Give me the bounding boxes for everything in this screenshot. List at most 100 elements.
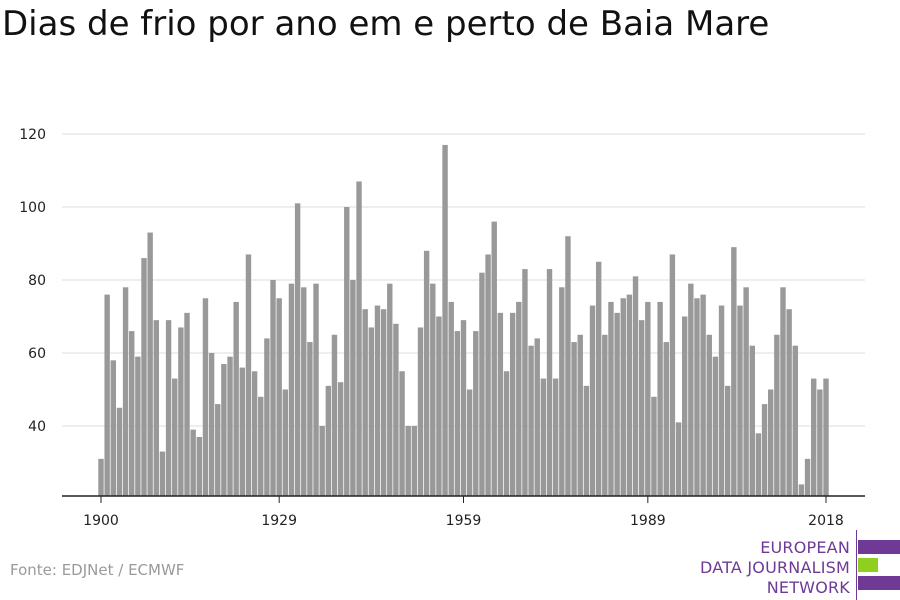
bar <box>294 203 301 496</box>
y-tick-label: 120 <box>19 127 46 143</box>
logo-line-european: EUROPEAN <box>760 538 850 557</box>
bar <box>165 320 172 496</box>
bar <box>153 320 159 496</box>
bar <box>98 458 104 496</box>
bar <box>319 426 325 496</box>
bar <box>516 301 522 496</box>
bar <box>485 254 491 496</box>
bar <box>528 345 534 496</box>
logo-bar-top <box>858 540 900 554</box>
y-tick-label: 100 <box>19 200 46 216</box>
bar <box>208 353 215 496</box>
bar <box>577 334 583 496</box>
bar <box>497 312 504 496</box>
bar <box>442 144 448 496</box>
source-note: Fonte: EDJNet / ECMWF <box>10 561 185 579</box>
bar <box>331 334 338 496</box>
bar <box>116 407 123 496</box>
bar <box>264 338 270 496</box>
bar <box>804 458 811 496</box>
bar <box>337 382 344 496</box>
bar <box>743 287 749 496</box>
bar <box>552 378 559 496</box>
bar <box>172 378 178 496</box>
logo-text: EUROPEAN DATA JOURNALISM NETWORK <box>700 538 850 598</box>
bar <box>147 232 153 497</box>
x-tick-label: 1900 <box>83 513 119 529</box>
bar <box>632 276 639 496</box>
bar <box>638 320 645 496</box>
bar <box>460 320 467 496</box>
bar <box>393 323 399 496</box>
bar <box>571 342 577 496</box>
bar <box>178 327 184 496</box>
bar <box>288 283 295 496</box>
bar <box>313 283 319 496</box>
bar <box>239 367 246 496</box>
bar <box>258 396 264 496</box>
bar <box>301 287 307 496</box>
bar <box>479 272 485 496</box>
bar <box>798 484 805 496</box>
bar <box>817 389 823 496</box>
bar <box>282 389 289 496</box>
bar <box>712 356 719 496</box>
bar <box>374 305 381 496</box>
bar <box>159 451 166 496</box>
bar <box>350 280 356 496</box>
bar <box>405 426 411 496</box>
bar <box>362 309 368 496</box>
bar <box>559 287 565 496</box>
axes: 40 60 80 100 120 1900 1929 1959 1989 2018 <box>19 127 865 529</box>
bar <box>325 385 332 496</box>
y-tick-label: 40 <box>28 419 46 435</box>
bar <box>104 294 110 496</box>
bar <box>215 404 221 496</box>
bar <box>749 345 755 496</box>
y-tick-label: 60 <box>28 346 46 362</box>
bar <box>565 236 571 496</box>
x-tick-label: 1989 <box>630 513 666 529</box>
bar <box>663 342 669 496</box>
x-tick-label: 1929 <box>261 513 297 529</box>
bar <box>657 301 663 496</box>
bar <box>276 298 282 496</box>
bar <box>380 309 387 496</box>
bar <box>387 283 393 496</box>
bar <box>595 261 602 496</box>
bar <box>669 254 676 496</box>
bar <box>436 316 442 496</box>
logo-bar-middle <box>858 558 878 572</box>
bar <box>706 334 712 496</box>
bar <box>645 301 651 496</box>
logo-bar-bottom <box>858 576 900 590</box>
bar <box>731 247 737 496</box>
bar <box>227 356 233 496</box>
bar <box>245 254 252 496</box>
bar <box>811 378 817 496</box>
bar <box>491 221 497 496</box>
bars <box>98 144 829 497</box>
bar <box>737 305 743 496</box>
bar <box>251 371 258 496</box>
bar <box>221 363 227 496</box>
bar <box>651 396 657 496</box>
x-tick-label: 2018 <box>808 513 844 529</box>
bar <box>534 338 540 496</box>
bar <box>509 312 516 496</box>
bar <box>602 334 608 496</box>
bar <box>718 305 725 496</box>
bar <box>681 316 688 496</box>
bar <box>190 429 196 496</box>
bar <box>233 301 239 496</box>
edjnet-logo[interactable]: EUROPEAN DATA JOURNALISM NETWORK <box>690 530 900 600</box>
bar <box>608 301 614 496</box>
bar <box>675 422 682 496</box>
bar <box>430 283 436 496</box>
bar <box>786 309 792 496</box>
bar <box>589 305 596 496</box>
logo-line-data-journalism: DATA JOURNALISM <box>700 558 850 577</box>
bar <box>780 287 786 496</box>
bar <box>823 378 829 496</box>
